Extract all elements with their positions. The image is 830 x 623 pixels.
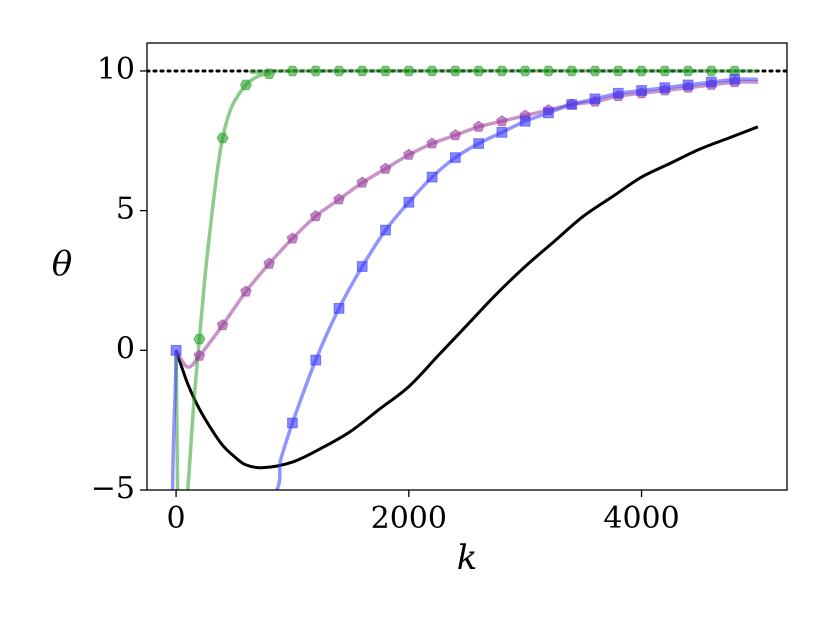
marker bbox=[449, 129, 462, 141]
marker bbox=[542, 65, 555, 77]
marker bbox=[402, 65, 415, 77]
marker bbox=[286, 232, 299, 244]
marker bbox=[589, 93, 601, 105]
marker bbox=[379, 65, 392, 77]
marker bbox=[566, 99, 578, 110]
marker bbox=[193, 349, 206, 361]
marker bbox=[379, 162, 392, 174]
marker bbox=[612, 87, 624, 99]
marker bbox=[565, 65, 578, 77]
marker bbox=[263, 68, 276, 79]
x-tick-label: 2000 bbox=[371, 501, 447, 536]
marker bbox=[239, 79, 252, 91]
marker bbox=[472, 65, 485, 77]
marker bbox=[310, 354, 322, 366]
y-tick-label: −5 bbox=[91, 471, 135, 506]
marker bbox=[449, 65, 462, 77]
marker bbox=[519, 65, 532, 77]
marker bbox=[426, 65, 439, 77]
x-tick-label: 4000 bbox=[603, 501, 679, 536]
marker bbox=[332, 65, 346, 77]
marker bbox=[612, 65, 625, 77]
marker bbox=[403, 196, 415, 208]
axes-frame bbox=[146, 42, 788, 491]
marker bbox=[356, 176, 369, 188]
marker bbox=[309, 210, 322, 222]
marker bbox=[426, 137, 438, 149]
marker bbox=[682, 65, 695, 77]
marker bbox=[635, 65, 648, 77]
marker bbox=[193, 333, 206, 345]
y-tick-label: 0 bbox=[116, 331, 135, 366]
marker bbox=[309, 65, 322, 77]
marker bbox=[263, 257, 275, 269]
marker bbox=[543, 107, 554, 119]
x-tick-label: 0 bbox=[167, 501, 186, 536]
marker bbox=[705, 65, 718, 77]
marker bbox=[473, 138, 484, 149]
marker bbox=[706, 76, 717, 88]
marker bbox=[333, 303, 345, 314]
y-tick-label: 10 bbox=[97, 52, 135, 87]
marker bbox=[658, 65, 671, 77]
marker bbox=[380, 224, 391, 236]
marker bbox=[729, 74, 740, 85]
marker bbox=[472, 120, 485, 132]
marker bbox=[519, 115, 531, 127]
series-line bbox=[174, 68, 758, 490]
marker bbox=[356, 261, 368, 272]
marker bbox=[496, 115, 508, 127]
y-tick-label: 5 bbox=[116, 192, 135, 227]
marker bbox=[216, 132, 229, 144]
marker bbox=[682, 79, 694, 91]
marker bbox=[170, 345, 182, 356]
plot-area bbox=[147, 65, 787, 490]
marker bbox=[286, 65, 299, 77]
marker bbox=[403, 148, 415, 160]
series-line bbox=[174, 125, 759, 470]
x-axis-label: k bbox=[457, 538, 478, 578]
marker bbox=[636, 85, 647, 96]
marker bbox=[450, 152, 461, 163]
marker bbox=[216, 319, 229, 331]
marker bbox=[495, 65, 508, 77]
marker bbox=[240, 285, 252, 297]
marker bbox=[496, 127, 508, 138]
marker bbox=[426, 171, 438, 183]
marker bbox=[588, 65, 602, 77]
marker bbox=[287, 417, 298, 429]
marker bbox=[356, 65, 369, 77]
y-axis-label: θ bbox=[52, 244, 72, 284]
marker bbox=[659, 82, 671, 94]
marker bbox=[333, 193, 345, 205]
